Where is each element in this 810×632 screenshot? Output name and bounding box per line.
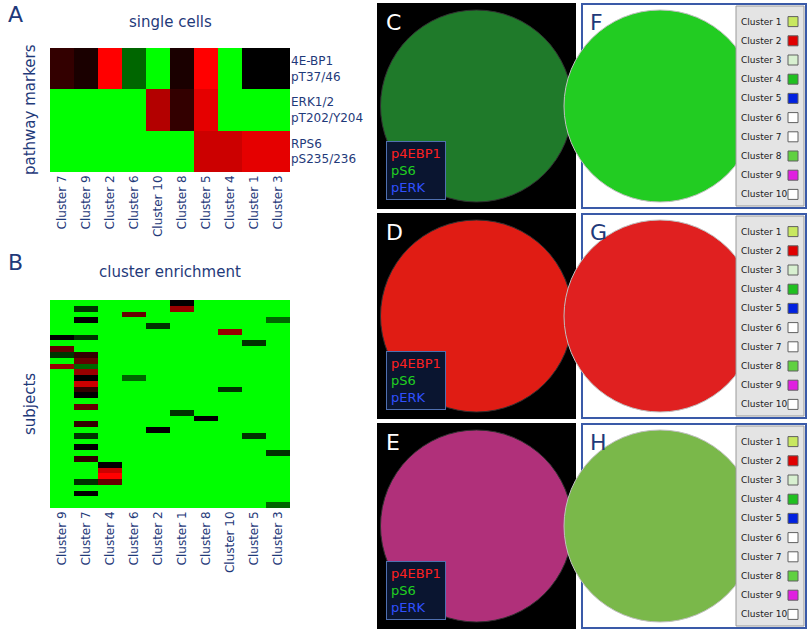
svg-text:Cluster 8: Cluster 8 [741, 571, 782, 581]
svg-text:D: D [386, 220, 403, 245]
svg-text:Cluster 1: Cluster 1 [741, 437, 782, 447]
svg-text:single cells: single cells [129, 13, 212, 31]
svg-text:Cluster 1: Cluster 1 [247, 175, 261, 229]
svg-text:Cluster 4: Cluster 4 [741, 494, 782, 504]
svg-text:4E-BP1pT37/46: 4E-BP1pT37/46 [291, 54, 341, 84]
svg-text:Cluster 10: Cluster 10 [741, 399, 788, 409]
svg-text:Cluster 3: Cluster 3 [271, 511, 285, 565]
svg-text:Cluster 3: Cluster 3 [271, 175, 285, 229]
svg-text:Cluster 7: Cluster 7 [741, 342, 782, 352]
svg-text:Cluster 6: Cluster 6 [741, 113, 782, 123]
svg-text:E: E [386, 430, 400, 455]
svg-text:Cluster 3: Cluster 3 [741, 55, 782, 65]
svg-text:C: C [386, 10, 401, 35]
svg-text:Cluster 4: Cluster 4 [741, 284, 782, 294]
svg-text:Cluster 10: Cluster 10 [741, 609, 788, 619]
svg-text:Cluster 9: Cluster 9 [741, 590, 782, 600]
svg-text:G: G [590, 220, 607, 245]
svg-text:Cluster 5: Cluster 5 [741, 513, 782, 523]
svg-text:Cluster 10: Cluster 10 [741, 189, 788, 199]
svg-text:p4EBP1pS6pERK: p4EBP1pS6pERK [391, 146, 441, 195]
svg-text:Cluster 9: Cluster 9 [55, 511, 69, 565]
svg-text:Cluster 4: Cluster 4 [223, 175, 237, 229]
svg-text:Cluster 3: Cluster 3 [741, 475, 782, 485]
svg-text:p4EBP1pS6pERK: p4EBP1pS6pERK [391, 356, 441, 405]
svg-text:Cluster 5: Cluster 5 [199, 175, 213, 229]
svg-text:Cluster 5: Cluster 5 [247, 511, 261, 565]
svg-text:Cluster 2: Cluster 2 [741, 246, 782, 256]
svg-text:Cluster 5: Cluster 5 [741, 93, 782, 103]
svg-text:p4EBP1pS6pERK: p4EBP1pS6pERK [391, 566, 441, 615]
svg-text:F: F [590, 10, 603, 35]
svg-text:A: A [8, 2, 23, 27]
svg-text:Cluster 8: Cluster 8 [175, 175, 189, 229]
svg-text:Cluster 2: Cluster 2 [741, 456, 782, 466]
svg-text:Cluster 3: Cluster 3 [741, 265, 782, 275]
svg-text:Cluster 8: Cluster 8 [199, 511, 213, 565]
svg-text:Cluster 7: Cluster 7 [79, 511, 93, 565]
svg-text:Cluster 10: Cluster 10 [151, 175, 165, 237]
svg-text:Cluster 4: Cluster 4 [103, 511, 117, 565]
svg-text:ERK1/2pT202/Y204: ERK1/2pT202/Y204 [291, 95, 363, 125]
svg-text:Cluster 1: Cluster 1 [741, 227, 782, 237]
svg-text:Cluster 9: Cluster 9 [741, 170, 782, 180]
svg-text:Cluster 4: Cluster 4 [741, 74, 782, 84]
svg-text:Cluster 1: Cluster 1 [741, 17, 782, 27]
svg-text:Cluster 7: Cluster 7 [55, 175, 69, 229]
svg-text:Cluster 2: Cluster 2 [151, 511, 165, 565]
svg-text:RPS6pS235/236: RPS6pS235/236 [291, 137, 356, 167]
svg-text:Cluster 8: Cluster 8 [741, 151, 782, 161]
svg-text:Cluster 6: Cluster 6 [741, 323, 782, 333]
svg-text:Cluster 9: Cluster 9 [79, 175, 93, 229]
svg-text:B: B [8, 250, 23, 275]
svg-text:Cluster 5: Cluster 5 [741, 303, 782, 313]
svg-text:cluster enrichment: cluster enrichment [99, 263, 241, 281]
svg-text:Cluster 2: Cluster 2 [741, 36, 782, 46]
svg-text:Cluster 6: Cluster 6 [127, 175, 141, 229]
svg-text:Cluster 10: Cluster 10 [223, 511, 237, 573]
svg-text:Cluster 1: Cluster 1 [175, 511, 189, 565]
svg-text:Cluster 9: Cluster 9 [741, 380, 782, 390]
svg-text:Cluster 6: Cluster 6 [127, 511, 141, 565]
svg-text:Cluster 8: Cluster 8 [741, 361, 782, 371]
svg-text:H: H [590, 430, 607, 455]
svg-text:pathway markers: pathway markers [21, 44, 39, 175]
svg-text:subjects: subjects [21, 373, 39, 435]
svg-text:Cluster 2: Cluster 2 [103, 175, 117, 229]
svg-text:Cluster 7: Cluster 7 [741, 132, 782, 142]
svg-text:Cluster 7: Cluster 7 [741, 552, 782, 562]
svg-text:Cluster 6: Cluster 6 [741, 533, 782, 543]
